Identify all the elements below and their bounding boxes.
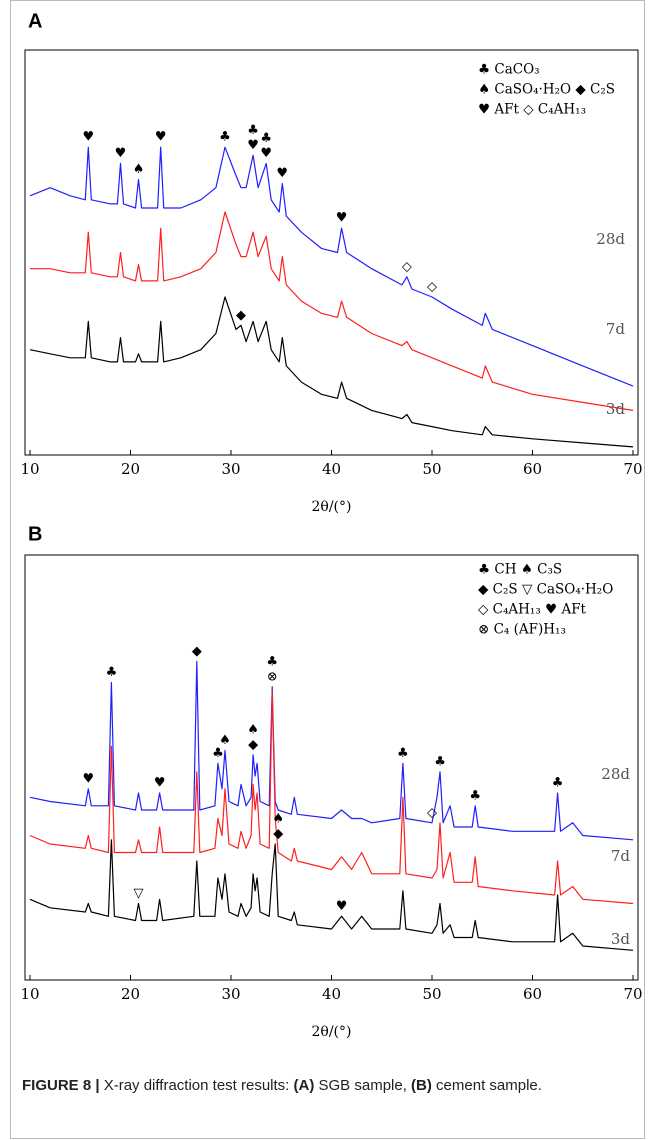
caption: FIGURE 8 | X-ray diffraction test result… — [22, 1075, 622, 1097]
xrd-line — [29, 296, 634, 448]
peak-symbol: ♣ — [260, 131, 272, 146]
x-tick-label: 10 — [20, 985, 39, 1003]
peak-symbol: ♥ — [155, 130, 167, 145]
peak-symbol: ♥ — [260, 146, 272, 161]
x-tick-label: 60 — [523, 460, 542, 478]
caption-part: X-ray diffraction test results: — [99, 1077, 294, 1094]
peak-symbol: ◆ — [192, 644, 202, 659]
legend-line: ◆ C₂S ▽ CaSO₄·H₂O — [478, 582, 613, 598]
legend-line: ♣ CaCO₃ — [478, 62, 540, 78]
x-tick-label: 70 — [623, 460, 642, 478]
peak-symbol: ♣ — [434, 754, 446, 769]
peak-symbol: ♣ — [219, 130, 231, 145]
peak-symbol: ♥ — [336, 899, 348, 914]
x-tick-label: 30 — [221, 985, 240, 1003]
x-axis-title: 2θ/(°) — [312, 1024, 352, 1040]
xrd-line — [29, 690, 634, 905]
caption-part: (B) — [411, 1077, 432, 1094]
caption-part: cement sample. — [431, 1077, 542, 1094]
peak-symbol: ♥ — [247, 138, 259, 153]
peak-symbol: ⊗ — [267, 669, 278, 684]
series-label: 7d — [611, 847, 631, 865]
panel-label: B — [28, 523, 42, 545]
peak-symbol: ▽ — [134, 886, 144, 901]
peak-symbol: ♠ — [272, 812, 284, 827]
peak-symbol: ♣ — [106, 665, 118, 680]
peak-symbol: ♥ — [82, 771, 94, 786]
caption-part: SGB sample, — [314, 1077, 412, 1094]
x-tick-label: 10 — [20, 460, 39, 478]
peak-symbol: ♣ — [266, 654, 278, 669]
legend-line: ♠ CaSO₄·H₂O ◆ C₂S — [478, 82, 615, 98]
peak-symbol: ◇ — [427, 805, 437, 820]
x-tick-label: 50 — [422, 460, 441, 478]
x-tick-label: 60 — [523, 985, 542, 1003]
peak-symbol: ♣ — [469, 788, 481, 803]
series-label: 28d — [601, 765, 630, 783]
peak-symbol: ♥ — [154, 776, 166, 791]
legend-line: ◇ C₄AH₁₃ ♥ AFt — [478, 602, 587, 618]
peak-symbol: ♣ — [552, 776, 564, 791]
series-label: 7d — [606, 320, 626, 338]
legend-line: ⊗ C₄ (AF)H₁₃ — [478, 622, 566, 638]
peak-symbol: ◆ — [273, 827, 283, 842]
peak-symbol: ♥ — [336, 211, 348, 226]
peak-symbol: ◇ — [402, 259, 412, 274]
peak-symbol: ♣ — [212, 746, 224, 761]
peak-symbol: ♥ — [115, 146, 127, 161]
series-label: 3d — [606, 400, 626, 418]
peak-symbol: ◆ — [248, 737, 258, 752]
figure-frame — [10, 0, 645, 1139]
x-tick-label: 40 — [322, 985, 341, 1003]
panel-label: A — [28, 10, 42, 32]
peak-symbol: ♣ — [397, 746, 409, 761]
xrd-line — [30, 211, 634, 411]
series-label: 28d — [596, 230, 625, 248]
x-tick-label: 70 — [623, 985, 642, 1003]
peak-symbol: ♠ — [133, 162, 145, 177]
xrd-line — [29, 660, 634, 841]
peak-symbol: ♠ — [247, 722, 259, 737]
peak-symbol: ♥ — [82, 130, 94, 145]
xrd-line — [29, 839, 634, 951]
peak-symbol: ◆ — [236, 308, 246, 323]
legend-line: ♥ AFt ◇ C₄AH₁₃ — [478, 102, 586, 118]
x-tick-label: 50 — [422, 985, 441, 1003]
peak-symbol: ♠ — [219, 733, 231, 748]
x-tick-label: 30 — [221, 460, 240, 478]
caption-part: (A) — [293, 1077, 315, 1094]
x-tick-label: 20 — [121, 460, 140, 478]
series-label: 3d — [611, 930, 631, 948]
legend-line: ♣ CH ♠ C₃S — [478, 562, 562, 578]
peak-symbol: ♣ — [247, 123, 259, 138]
peak-symbol: ◇ — [427, 280, 437, 295]
caption-part: FIGURE 8 | — [22, 1077, 100, 1094]
x-tick-label: 40 — [322, 460, 341, 478]
peak-symbol: ♥ — [276, 166, 288, 181]
x-axis-title: 2θ/(°) — [312, 499, 352, 515]
x-tick-label: 20 — [121, 985, 140, 1003]
xrd-line — [29, 146, 634, 387]
